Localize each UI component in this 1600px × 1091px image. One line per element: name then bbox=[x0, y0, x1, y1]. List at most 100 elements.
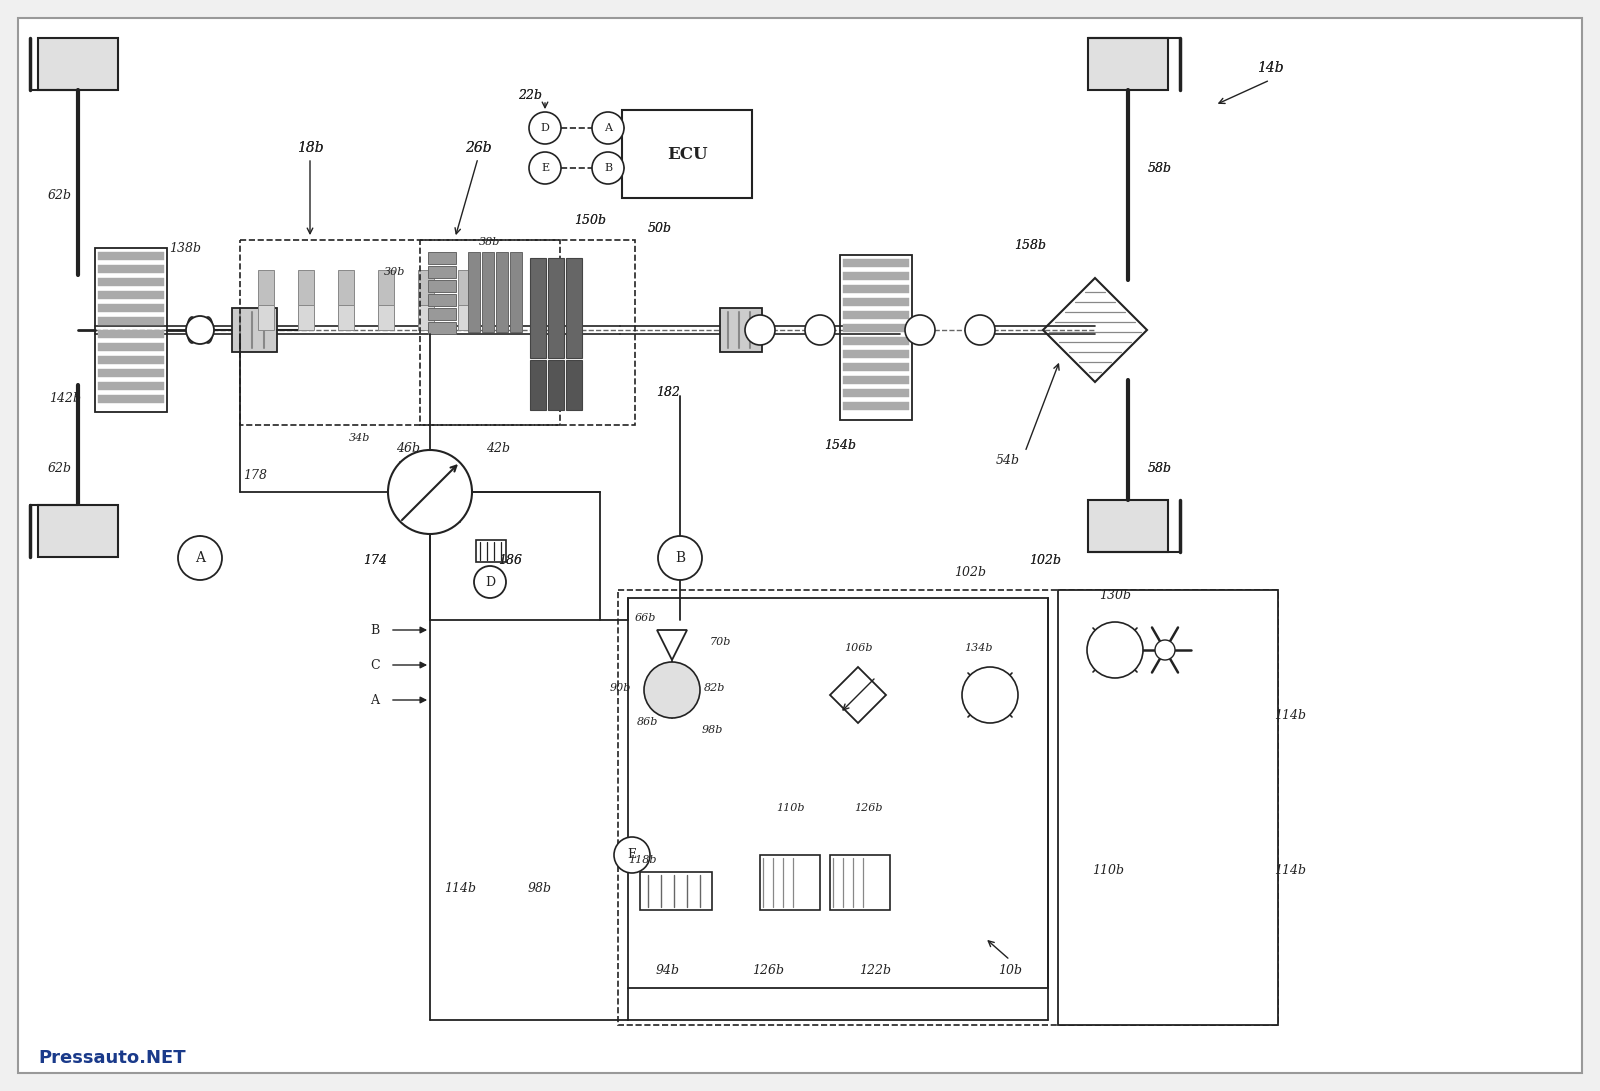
Text: 182: 182 bbox=[656, 385, 680, 398]
Text: 22b: 22b bbox=[518, 88, 542, 101]
Bar bbox=[627, 598, 1048, 988]
Text: 38b: 38b bbox=[480, 237, 501, 247]
Text: 142b: 142b bbox=[50, 392, 82, 405]
Bar bbox=[720, 308, 762, 352]
Circle shape bbox=[592, 152, 624, 184]
Bar bbox=[378, 269, 394, 305]
Text: 182: 182 bbox=[656, 385, 680, 398]
Text: 186: 186 bbox=[498, 553, 522, 566]
Bar bbox=[98, 382, 165, 389]
Text: Pressauto.NET: Pressauto.NET bbox=[38, 1050, 186, 1067]
Text: 102b: 102b bbox=[1029, 553, 1061, 566]
Text: 98b: 98b bbox=[701, 726, 723, 735]
Bar bbox=[566, 360, 582, 410]
Bar bbox=[843, 298, 909, 305]
Ellipse shape bbox=[187, 317, 197, 343]
Text: ECU: ECU bbox=[667, 145, 707, 163]
Text: 86b: 86b bbox=[637, 717, 659, 727]
Text: A: A bbox=[371, 694, 379, 707]
Text: B: B bbox=[603, 163, 613, 173]
Text: 58b: 58b bbox=[1149, 161, 1171, 175]
Circle shape bbox=[643, 662, 701, 718]
Text: 82b: 82b bbox=[704, 683, 726, 693]
Bar bbox=[98, 278, 165, 286]
Text: 114b: 114b bbox=[445, 882, 477, 895]
Bar bbox=[843, 324, 909, 332]
Text: 110b: 110b bbox=[776, 803, 805, 813]
Text: 154b: 154b bbox=[824, 439, 856, 452]
Bar bbox=[530, 360, 546, 410]
Circle shape bbox=[746, 315, 774, 345]
Ellipse shape bbox=[909, 319, 917, 341]
Text: 150b: 150b bbox=[574, 214, 606, 227]
Ellipse shape bbox=[970, 319, 978, 341]
Text: 186: 186 bbox=[498, 553, 522, 566]
Text: 134b: 134b bbox=[963, 643, 992, 654]
Text: 62b: 62b bbox=[48, 461, 72, 475]
Bar bbox=[618, 590, 1278, 1026]
Text: 58b: 58b bbox=[1149, 161, 1171, 175]
Bar bbox=[338, 305, 354, 329]
Bar bbox=[98, 252, 165, 260]
Bar bbox=[98, 356, 165, 364]
Text: E: E bbox=[541, 163, 549, 173]
Text: 18b: 18b bbox=[296, 141, 323, 155]
Circle shape bbox=[186, 316, 214, 344]
Text: 90b: 90b bbox=[610, 683, 630, 693]
Bar bbox=[378, 305, 394, 329]
Bar bbox=[232, 308, 277, 352]
Circle shape bbox=[474, 566, 506, 598]
Text: E: E bbox=[627, 849, 637, 862]
Bar bbox=[496, 252, 509, 332]
Text: 62b: 62b bbox=[48, 189, 72, 202]
Bar bbox=[419, 240, 635, 425]
Bar bbox=[240, 240, 560, 425]
Text: 50b: 50b bbox=[648, 221, 672, 235]
Text: 22b: 22b bbox=[518, 88, 542, 101]
Text: 94b: 94b bbox=[656, 963, 680, 976]
Text: 122b: 122b bbox=[859, 963, 891, 976]
Circle shape bbox=[965, 315, 995, 345]
Ellipse shape bbox=[982, 319, 990, 341]
Ellipse shape bbox=[810, 319, 818, 341]
Bar bbox=[830, 855, 890, 910]
Bar bbox=[429, 322, 456, 334]
Text: 110b: 110b bbox=[1091, 863, 1123, 876]
Bar bbox=[98, 265, 165, 273]
Text: 14b: 14b bbox=[1256, 61, 1283, 75]
Bar bbox=[98, 329, 165, 338]
Bar bbox=[1088, 38, 1168, 89]
Bar bbox=[840, 255, 912, 420]
Bar bbox=[1088, 500, 1168, 552]
Circle shape bbox=[592, 112, 624, 144]
Text: D: D bbox=[485, 575, 494, 588]
Bar bbox=[477, 540, 506, 562]
Ellipse shape bbox=[749, 319, 757, 341]
Bar bbox=[843, 376, 909, 384]
Text: B: B bbox=[675, 551, 685, 565]
Bar bbox=[843, 311, 909, 319]
Bar bbox=[482, 252, 494, 332]
Circle shape bbox=[906, 315, 934, 345]
Bar bbox=[843, 363, 909, 371]
Bar bbox=[843, 259, 909, 267]
Bar bbox=[843, 350, 909, 358]
Bar bbox=[458, 305, 474, 329]
Text: 70b: 70b bbox=[709, 637, 731, 647]
Text: 154b: 154b bbox=[824, 439, 856, 452]
Text: 98b: 98b bbox=[528, 882, 552, 895]
Ellipse shape bbox=[763, 319, 771, 341]
Bar bbox=[843, 337, 909, 345]
Bar bbox=[98, 304, 165, 312]
Text: 130b: 130b bbox=[1099, 588, 1131, 601]
Bar bbox=[298, 269, 314, 305]
Text: 34b: 34b bbox=[349, 433, 371, 443]
Text: 30b: 30b bbox=[384, 267, 406, 277]
Bar bbox=[98, 291, 165, 299]
Bar bbox=[38, 505, 118, 558]
Text: 178: 178 bbox=[243, 468, 267, 481]
Text: 158b: 158b bbox=[1014, 239, 1046, 252]
Circle shape bbox=[178, 536, 222, 580]
Text: 126b: 126b bbox=[854, 803, 882, 813]
Text: C: C bbox=[370, 659, 379, 671]
